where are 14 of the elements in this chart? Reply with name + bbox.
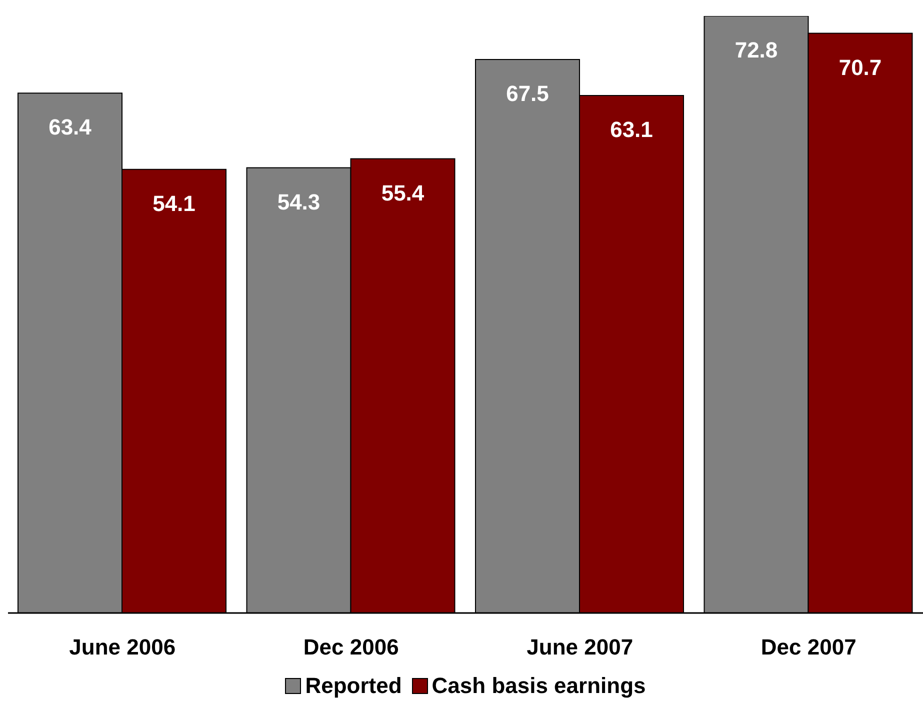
data-label: 63.4 <box>48 114 92 140</box>
data-label: 63.1 <box>610 117 653 142</box>
x-tick-label: Dec 2007 <box>760 634 856 660</box>
data-label: 72.8 <box>734 38 778 63</box>
data-label: 54.1 <box>152 190 196 216</box>
x-tick-label: Dec 2006 <box>303 634 399 660</box>
x-tick-label: June 2007 <box>526 634 634 660</box>
data-label: 54.3 <box>277 189 320 214</box>
data-label: 70.7 <box>838 54 882 80</box>
x-tick-label: June 2006 <box>69 634 176 660</box>
data-label: 55.4 <box>381 180 425 206</box>
legend-label: Reported <box>305 673 402 699</box>
data-label: 67.5 <box>506 81 549 106</box>
legend-label: Cash basis earnings <box>432 673 646 699</box>
